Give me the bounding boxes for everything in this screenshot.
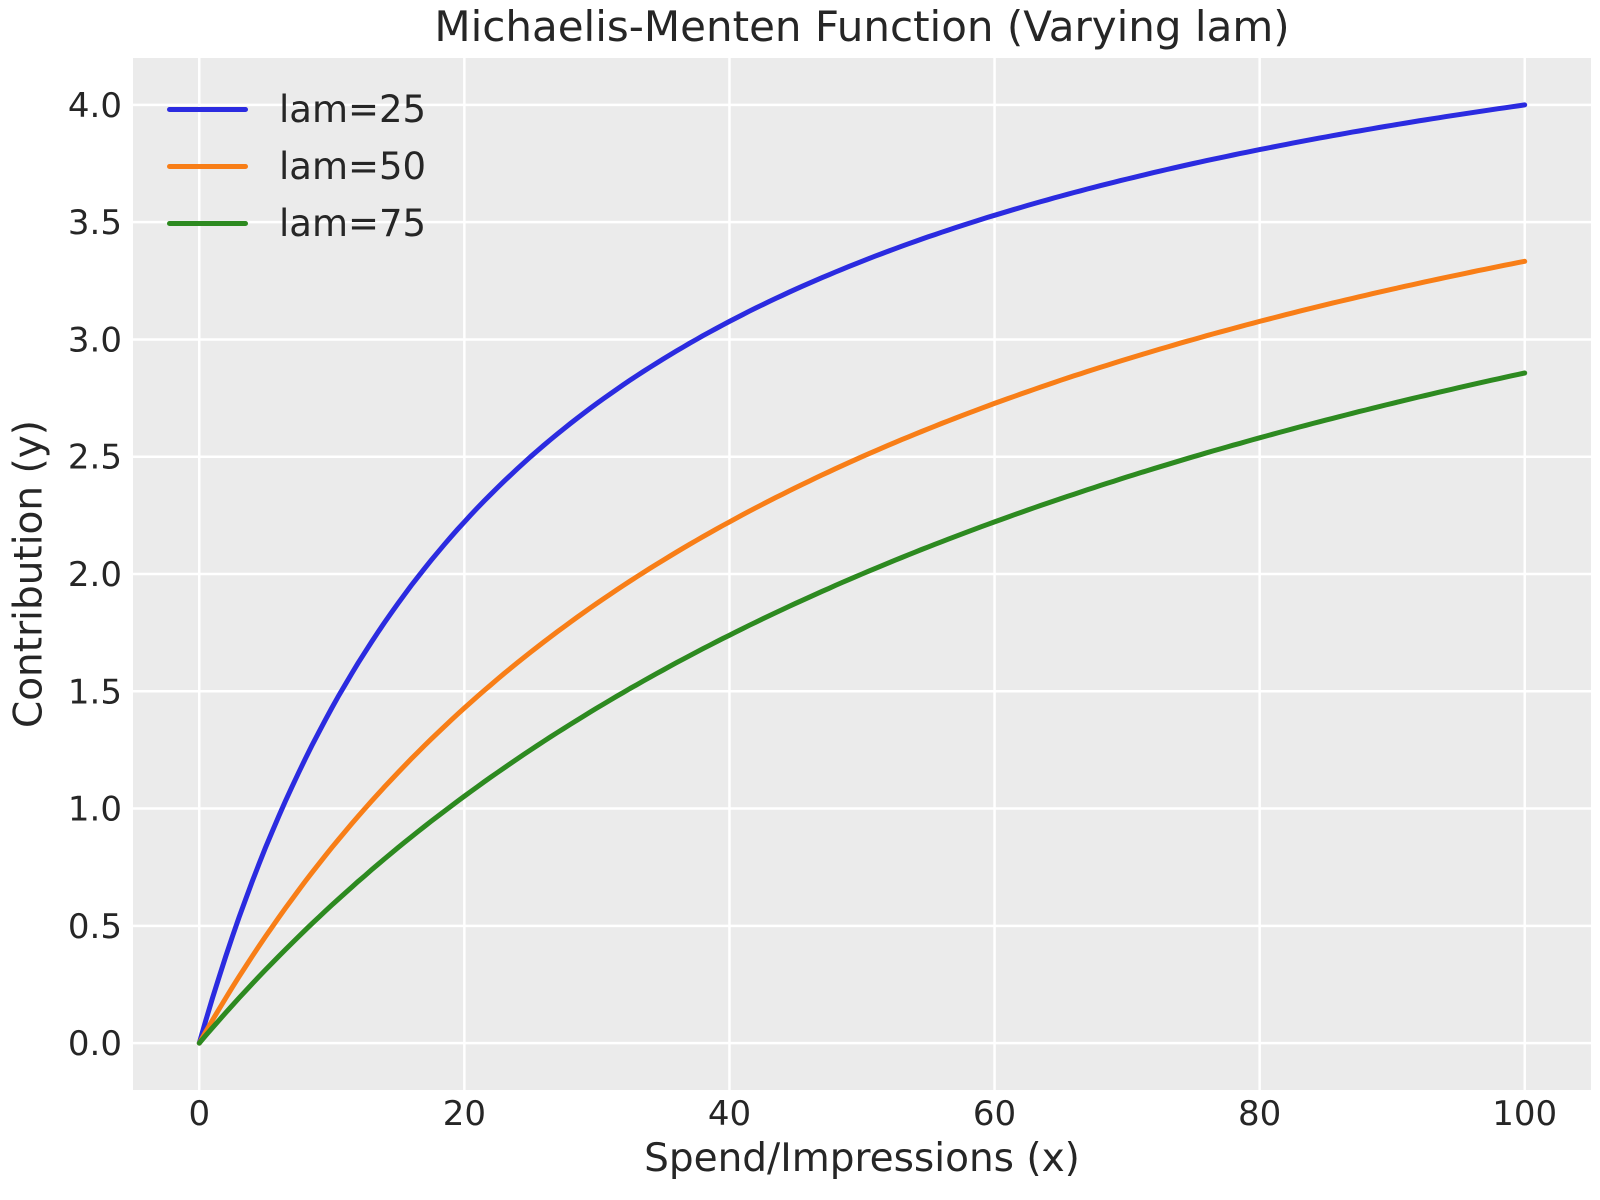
legend-item-lam-25: lam=25 <box>167 81 426 138</box>
series-line-lam-25 <box>196 102 1528 1046</box>
legend: lam=25 lam=50 lam=75 <box>167 81 426 252</box>
series-line-lam-75 <box>196 370 1528 1046</box>
legend-label: lam=25 <box>279 88 427 131</box>
y-tick-label: 1.0 <box>68 790 122 830</box>
y-tick-label: 2.0 <box>68 555 122 595</box>
y-tick-label: 0.5 <box>68 907 122 947</box>
legend-line-swatch <box>167 107 248 112</box>
legend-label: lam=50 <box>279 145 427 188</box>
x-tick-label: 80 <box>1238 1094 1281 1134</box>
y-tick-label: 0.0 <box>68 1024 122 1064</box>
x-tick-label: 60 <box>973 1094 1016 1134</box>
y-tick-label: 4.0 <box>68 86 122 126</box>
y-axis-label: Contribution (y) <box>6 419 52 729</box>
legend-label: lam=75 <box>279 202 427 245</box>
y-tick-label: 2.5 <box>68 438 122 478</box>
y-tick-label: 1.5 <box>68 672 122 712</box>
x-tick-label: 0 <box>188 1094 210 1134</box>
chart-title: Michaelis-Menten Function (Varying lam) <box>434 2 1290 51</box>
legend-line-swatch <box>167 164 248 169</box>
y-tick-label: 3.5 <box>68 203 122 243</box>
x-tick-label: 100 <box>1492 1094 1557 1134</box>
legend-line-swatch <box>167 221 248 226</box>
series-line-lam-50 <box>196 258 1528 1046</box>
x-axis-label: Spend/Impressions (x) <box>644 1136 1080 1181</box>
legend-item-lam-50: lam=50 <box>167 138 426 195</box>
x-tick-label: 40 <box>708 1094 751 1134</box>
legend-item-lam-75: lam=75 <box>167 195 426 252</box>
y-tick-label: 3.0 <box>68 320 122 360</box>
x-tick-label: 20 <box>443 1094 486 1134</box>
